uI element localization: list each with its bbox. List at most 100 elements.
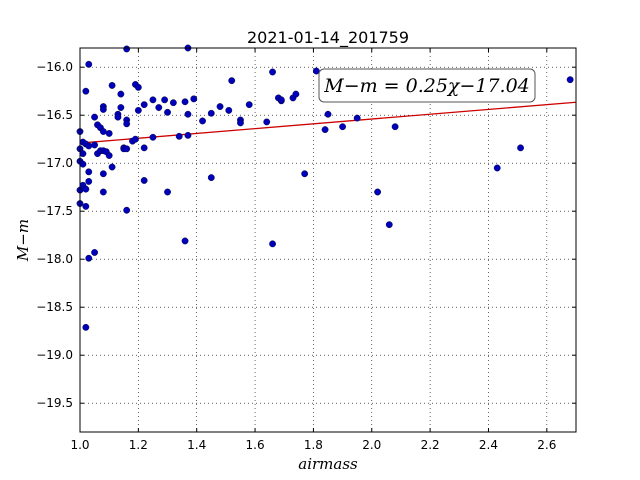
data-point bbox=[184, 131, 192, 139]
data-point bbox=[85, 168, 93, 176]
data-point bbox=[117, 104, 125, 111]
y-tick-label: −19.5 bbox=[36, 396, 73, 410]
data-point bbox=[140, 144, 148, 152]
grid-lines bbox=[79, 48, 576, 432]
data-point bbox=[175, 132, 183, 140]
data-point bbox=[155, 104, 163, 111]
data-point bbox=[493, 164, 501, 172]
data-points bbox=[76, 44, 574, 331]
data-point bbox=[263, 118, 271, 126]
data-point bbox=[237, 119, 244, 127]
data-point bbox=[99, 106, 107, 113]
data-point bbox=[123, 206, 131, 214]
data-point bbox=[105, 152, 113, 159]
data-point bbox=[207, 109, 215, 117]
y-tick-label: −18.0 bbox=[36, 252, 73, 266]
data-point bbox=[207, 174, 215, 182]
data-point bbox=[566, 76, 574, 84]
data-point bbox=[105, 130, 113, 137]
data-point bbox=[123, 120, 131, 128]
y-tick-label: −18.5 bbox=[36, 300, 73, 314]
data-point bbox=[99, 128, 107, 135]
data-point bbox=[353, 114, 361, 122]
data-point bbox=[269, 68, 276, 76]
data-point bbox=[228, 77, 236, 85]
x-tick-label: 2.0 bbox=[362, 438, 381, 452]
data-point bbox=[82, 202, 90, 210]
data-point bbox=[190, 95, 198, 103]
fit-line bbox=[79, 101, 577, 144]
data-point bbox=[321, 126, 329, 134]
y-tick-label: −17.5 bbox=[36, 204, 73, 218]
data-point bbox=[169, 99, 177, 107]
data-point bbox=[301, 170, 309, 178]
data-point bbox=[82, 185, 90, 193]
x-axis-label: airmass bbox=[298, 455, 358, 473]
data-point bbox=[82, 323, 90, 331]
data-point bbox=[123, 45, 131, 53]
data-point bbox=[374, 188, 381, 196]
data-point bbox=[85, 142, 93, 150]
x-tick-label: 2.4 bbox=[479, 438, 498, 452]
plot-frame bbox=[79, 47, 577, 433]
data-point bbox=[85, 178, 93, 185]
data-point bbox=[181, 237, 189, 245]
data-point bbox=[108, 82, 116, 89]
data-point bbox=[225, 107, 233, 114]
data-point bbox=[339, 123, 346, 131]
data-point bbox=[164, 188, 171, 196]
data-point bbox=[199, 117, 206, 125]
data-point bbox=[99, 188, 107, 196]
data-point bbox=[134, 107, 142, 114]
x-tick-label: 1.0 bbox=[70, 438, 89, 452]
data-point bbox=[149, 133, 157, 141]
y-tick-label: −16.5 bbox=[36, 108, 73, 122]
y-tick-label: −16.0 bbox=[36, 60, 73, 74]
data-point bbox=[91, 249, 98, 256]
data-point bbox=[79, 150, 87, 158]
plot-background bbox=[80, 48, 576, 432]
data-point bbox=[91, 113, 98, 121]
data-point bbox=[140, 177, 148, 184]
data-point bbox=[91, 141, 98, 149]
y-axis-ticks: −16.0 −16.5 −17.0 −17.5 −18.0 −18.5 −19.0 −19.5 bbox=[36, 60, 576, 410]
data-point bbox=[117, 90, 125, 98]
data-point bbox=[114, 113, 122, 121]
x-tick-label: 1.8 bbox=[304, 438, 323, 452]
plot-area bbox=[76, 44, 577, 331]
data-point bbox=[164, 108, 171, 116]
data-point bbox=[216, 103, 224, 110]
data-point bbox=[161, 96, 169, 104]
data-point bbox=[181, 98, 189, 106]
data-point bbox=[82, 87, 90, 95]
data-point bbox=[391, 123, 399, 131]
data-point bbox=[292, 90, 300, 98]
data-point bbox=[99, 170, 107, 178]
data-point bbox=[184, 110, 192, 118]
x-tick-label: 2.6 bbox=[537, 438, 556, 452]
data-point bbox=[85, 60, 93, 68]
data-point bbox=[140, 101, 148, 109]
x-tick-label: 2.2 bbox=[421, 438, 440, 452]
data-point bbox=[517, 144, 524, 152]
data-point bbox=[385, 221, 393, 229]
data-point bbox=[277, 96, 285, 104]
y-tick-label: −17.0 bbox=[36, 156, 73, 170]
data-point bbox=[134, 83, 142, 91]
data-point bbox=[269, 240, 276, 248]
equation-annotation: M−m = 0.25χ−17.04 bbox=[318, 68, 536, 103]
x-tick-label: 1.6 bbox=[246, 438, 265, 452]
data-point bbox=[79, 160, 87, 168]
y-tick-label: −19.0 bbox=[36, 348, 73, 362]
chart-title: 2021-01-14_201759 bbox=[247, 28, 409, 48]
data-point bbox=[324, 110, 332, 118]
data-point bbox=[245, 101, 253, 109]
data-point bbox=[149, 96, 157, 104]
x-tick-label: 1.4 bbox=[187, 438, 206, 452]
x-tick-label: 1.2 bbox=[129, 438, 148, 452]
data-point bbox=[108, 163, 116, 171]
y-axis-label: M−m bbox=[14, 219, 32, 262]
data-point bbox=[132, 135, 139, 143]
annotation-box bbox=[318, 68, 536, 103]
